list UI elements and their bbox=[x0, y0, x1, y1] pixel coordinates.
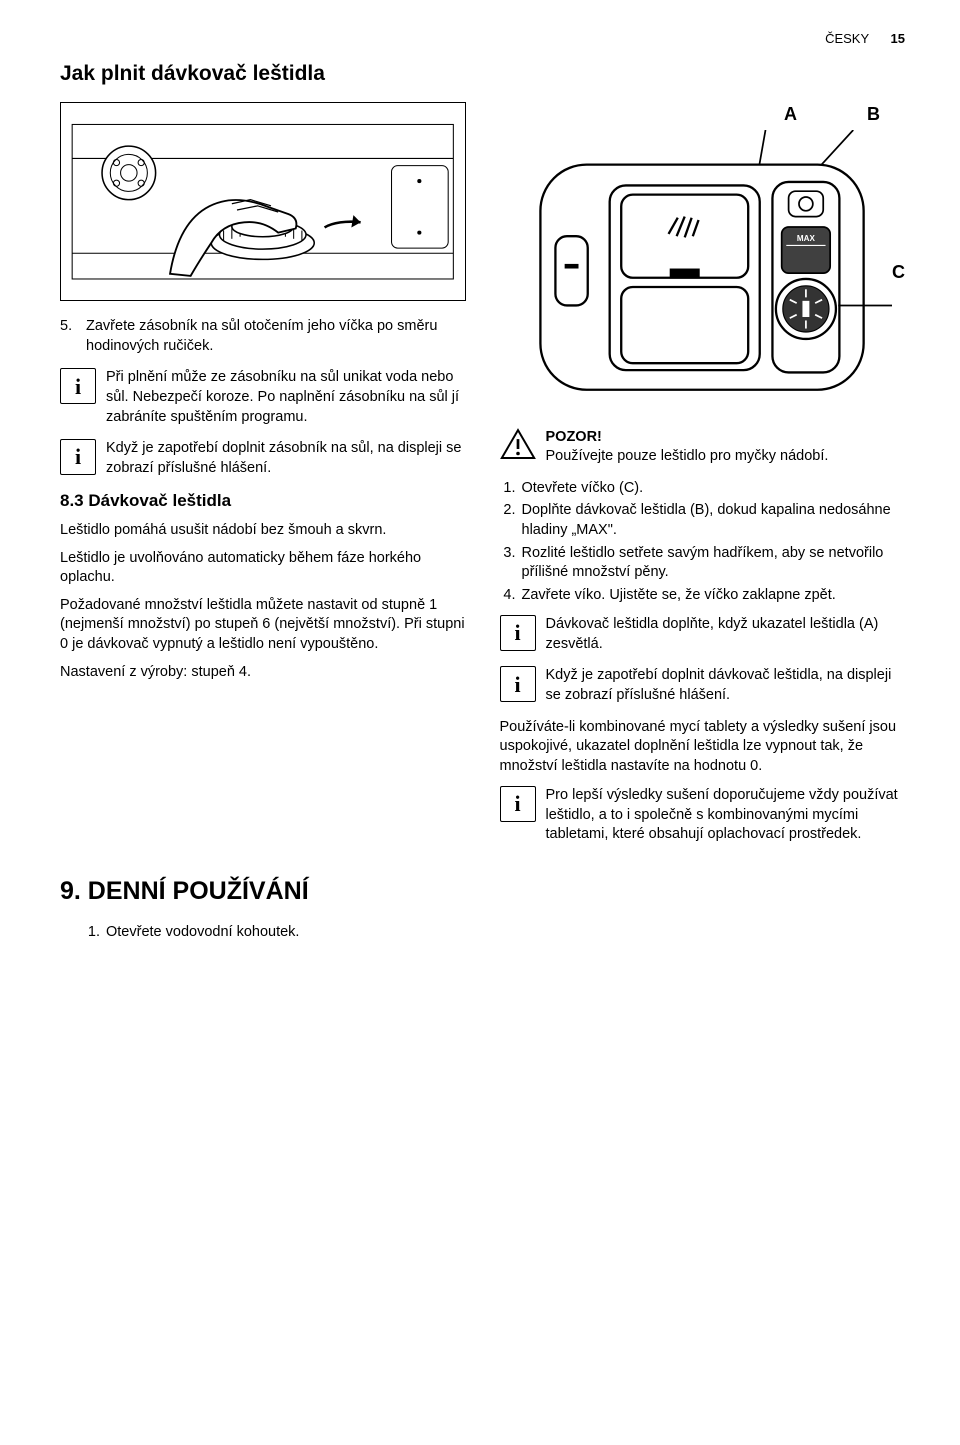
step-5-row: 5. Zavřete zásobník na sůl otočením jeho… bbox=[60, 317, 466, 356]
salt-cap-illustration bbox=[60, 102, 466, 301]
info-box-2: i Když je zapotřebí doplnit zásobník na … bbox=[60, 439, 466, 478]
two-column-layout: 5. Zavřete zásobník na sůl otočením jeho… bbox=[60, 102, 905, 857]
list-item: Doplňte dávkovač leštidla (B), dokud kap… bbox=[520, 501, 906, 540]
warning-body: Používejte pouze leštidlo pro myčky nádo… bbox=[546, 447, 906, 467]
svg-text:MAX: MAX bbox=[796, 234, 815, 243]
info-box-4: i Když je zapotřebí doplnit dávkovač leš… bbox=[500, 666, 906, 705]
warning-heading: POZOR! bbox=[546, 428, 906, 448]
section-9-heading: 9. DENNÍ POUŽÍVÁNÍ bbox=[60, 875, 905, 909]
subsection-heading: 8.3 Dávkovač leštidla bbox=[60, 490, 466, 513]
info-1-text: Při plnění může ze zásobníku na sůl unik… bbox=[106, 368, 466, 427]
info-box-5: i Pro lepší výsledky sušení doporučujeme… bbox=[500, 786, 906, 845]
info-icon: i bbox=[60, 368, 96, 404]
hand-closing-cap-svg bbox=[67, 109, 459, 294]
info-icon: i bbox=[500, 786, 536, 822]
info-box-1: i Při plnění může ze zásobníku na sůl un… bbox=[60, 368, 466, 427]
info-box-3: i Dávkovač leštidla doplňte, když ukazat… bbox=[500, 615, 906, 654]
info-4-text: Když je zapotřebí doplnit dávkovač lešti… bbox=[546, 666, 906, 705]
info-icon: i bbox=[60, 439, 96, 475]
info-2-text: Když je zapotřebí doplnit zásobník na sů… bbox=[106, 439, 466, 478]
list-item: Zavřete víko. Ujistěte se, že víčko zakl… bbox=[520, 586, 906, 606]
step-5-text: Zavřete zásobník na sůl otočením jeho ví… bbox=[86, 317, 466, 356]
dispenser-row: MAX C bbox=[500, 130, 906, 414]
para-1: Leštidlo pomáhá usušit nádobí bez šmouh … bbox=[60, 521, 466, 541]
right-ordered-list: Otevřete víčko (C). Doplňte dávkovač leš… bbox=[500, 479, 906, 605]
page-header: ČESKY 15 bbox=[60, 30, 905, 48]
label-a: A bbox=[784, 102, 797, 126]
left-column: 5. Zavřete zásobník na sůl otočením jeho… bbox=[60, 102, 466, 857]
warning-text: POZOR! Používejte pouze leštidlo pro myč… bbox=[546, 428, 906, 467]
info-3-text: Dávkovač leštidla doplňte, když ukazatel… bbox=[546, 615, 906, 654]
page-title: Jak plnit dávkovač leštidla bbox=[60, 60, 905, 88]
info-5-text: Pro lepší výsledky sušení doporučujeme v… bbox=[546, 786, 906, 845]
step-5-number: 5. bbox=[60, 317, 76, 337]
dispenser-illustration: MAX bbox=[500, 130, 893, 414]
para-2: Leštidlo je uvolňováno automaticky během… bbox=[60, 549, 466, 588]
warning-icon bbox=[500, 428, 536, 461]
section-9-item-1: Otevřete vodovodní kohoutek. bbox=[104, 923, 905, 943]
info-icon: i bbox=[500, 666, 536, 702]
list-item: Rozlité leštidlo setřete savým hadříkem,… bbox=[520, 544, 906, 583]
label-c: C bbox=[892, 260, 905, 284]
label-b: B bbox=[867, 102, 880, 126]
list-item: Otevřete víčko (C). bbox=[520, 479, 906, 499]
ab-label-row: A B bbox=[500, 102, 906, 126]
para-5: Používáte-li kombinované mycí tablety a … bbox=[500, 718, 906, 777]
warning-box: POZOR! Používejte pouze leštidlo pro myč… bbox=[500, 428, 906, 467]
section-9-list: Otevřete vodovodní kohoutek. bbox=[60, 923, 905, 943]
info-icon: i bbox=[500, 615, 536, 651]
para-4: Nastavení z výroby: stupeň 4. bbox=[60, 663, 466, 683]
header-language: ČESKY bbox=[825, 31, 869, 46]
header-page-number: 15 bbox=[891, 31, 905, 46]
para-3: Požadované množství leštidla můžete nast… bbox=[60, 596, 466, 655]
right-column: A B bbox=[500, 102, 906, 857]
